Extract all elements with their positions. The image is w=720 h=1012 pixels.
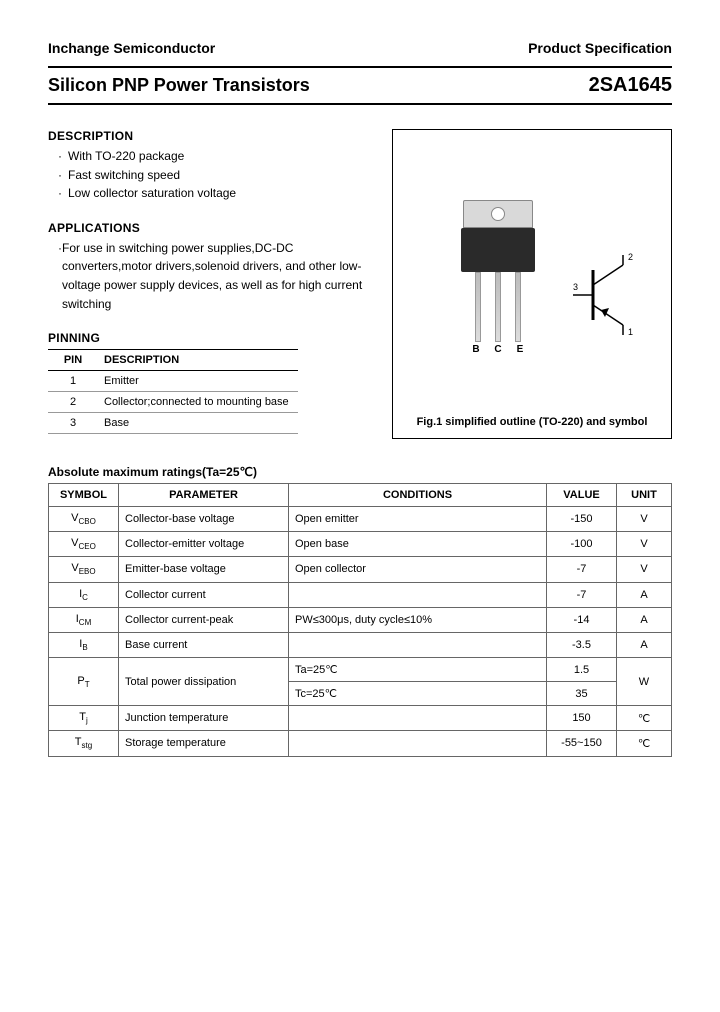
ratings-cond: PW≤300μs, duty cycle≤10% (289, 607, 547, 632)
description-list: ·With TO-220 package ·Fast switching spe… (58, 147, 376, 203)
pinning-row: 1Emitter (48, 371, 298, 392)
ratings-param: Total power dissipation (119, 658, 289, 706)
ratings-cond: Open emitter (289, 507, 547, 532)
page-header: Inchange Semiconductor Product Specifica… (48, 40, 672, 56)
ratings-col-unit: UNIT (617, 484, 672, 507)
ratings-row: ICMCollector current-peakPW≤300μs, duty … (49, 607, 672, 632)
ratings-value: -3.5 (547, 632, 617, 657)
lead-label: C (494, 344, 502, 355)
description-item: Low collector saturation voltage (68, 184, 236, 203)
ratings-cond: Open base (289, 532, 547, 557)
ratings-param: Collector current-peak (119, 607, 289, 632)
ratings-param: Collector-emitter voltage (119, 532, 289, 557)
ratings-row: IBBase current -3.5A (49, 632, 672, 657)
ratings-cond (289, 731, 547, 756)
ratings-symbol: VEBO (49, 557, 119, 582)
lead-label: B (472, 344, 480, 355)
ratings-unit: A (617, 632, 672, 657)
ratings-unit: W (617, 658, 672, 706)
ratings-unit: V (617, 507, 672, 532)
figure-box: B C E 2 3 1 Fig.1 (392, 129, 672, 439)
left-column: DESCRIPTION ·With TO-220 package ·Fast s… (48, 129, 376, 439)
ratings-param: Storage temperature (119, 731, 289, 756)
ratings-value: 1.5 (547, 658, 617, 682)
ratings-param: Base current (119, 632, 289, 657)
ratings-cond (289, 632, 547, 657)
ratings-param: Collector-base voltage (119, 507, 289, 532)
ratings-col-param: PARAMETER (119, 484, 289, 507)
ratings-row: TjJunction temperature 150℃ (49, 706, 672, 731)
ratings-unit: ℃ (617, 731, 672, 756)
pinning-table: PIN DESCRIPTION 1Emitter 2Collector;conn… (48, 349, 298, 434)
lead-label: E (516, 344, 524, 355)
transistor-symbol: 2 3 1 (573, 250, 643, 340)
ratings-value: -7 (547, 557, 617, 582)
applications-heading: APPLICATIONS (48, 221, 376, 235)
ratings-symbol: VCEO (49, 532, 119, 557)
ratings-cond (289, 706, 547, 731)
description-item: With TO-220 package (68, 147, 184, 166)
ratings-param: Emitter-base voltage (119, 557, 289, 582)
description-item: Fast switching speed (68, 166, 180, 185)
ratings-col-symbol: SYMBOL (49, 484, 119, 507)
doc-type: Product Specification (528, 40, 672, 56)
pinning-row: 3Base (48, 413, 298, 434)
ratings-row: VCBOCollector-base voltageOpen emitter-1… (49, 507, 672, 532)
ratings-row: VEBOEmitter-base voltageOpen collector-7… (49, 557, 672, 582)
ratings-param: Junction temperature (119, 706, 289, 731)
ratings-symbol: IC (49, 582, 119, 607)
ratings-symbol: Tstg (49, 731, 119, 756)
figure-caption: Fig.1 simplified outline (TO-220) and sy… (417, 416, 648, 428)
ratings-symbol: IB (49, 632, 119, 657)
ratings-unit: V (617, 557, 672, 582)
ratings-col-cond: CONDITIONS (289, 484, 547, 507)
part-number: 2SA1645 (589, 74, 672, 97)
ratings-row: PTTotal power dissipationTa=25℃1.5W (49, 658, 672, 682)
product-title: Silicon PNP Power Transistors (48, 75, 310, 96)
ratings-symbol: VCBO (49, 507, 119, 532)
ratings-value: -14 (547, 607, 617, 632)
pinning-col-pin: PIN (48, 350, 98, 371)
ratings-row: TstgStorage temperature -55~150℃ (49, 731, 672, 756)
svg-text:3: 3 (573, 282, 578, 292)
to220-package-drawing: B C E (453, 200, 543, 355)
ratings-unit: A (617, 607, 672, 632)
ratings-col-value: VALUE (547, 484, 617, 507)
ratings-unit: A (617, 582, 672, 607)
ratings-symbol: Tj (49, 706, 119, 731)
ratings-table: SYMBOL PARAMETER CONDITIONS VALUE UNIT V… (48, 483, 672, 757)
ratings-cond (289, 582, 547, 607)
pinning-row: 2Collector;connected to mounting base (48, 392, 298, 413)
ratings-value: 150 (547, 706, 617, 731)
ratings-unit: V (617, 532, 672, 557)
ratings-symbol: PT (49, 658, 119, 706)
applications-list: ·For use in switching power supplies,DC-… (58, 239, 376, 313)
ratings-unit: ℃ (617, 706, 672, 731)
svg-text:1: 1 (628, 327, 633, 337)
ratings-heading: Absolute maximum ratings(Ta=25℃) (48, 465, 672, 479)
svg-text:2: 2 (628, 252, 633, 262)
ratings-value: -150 (547, 507, 617, 532)
company-name: Inchange Semiconductor (48, 40, 215, 56)
title-bar: Silicon PNP Power Transistors 2SA1645 (48, 66, 672, 105)
ratings-param: Collector current (119, 582, 289, 607)
ratings-value: -100 (547, 532, 617, 557)
ratings-value: 35 (547, 682, 617, 706)
ratings-cond: Tc=25℃ (289, 682, 547, 706)
figure-column: B C E 2 3 1 Fig.1 (392, 129, 672, 439)
description-heading: DESCRIPTION (48, 129, 376, 143)
applications-item: For use in switching power supplies,DC-D… (62, 239, 376, 313)
ratings-value: -7 (547, 582, 617, 607)
ratings-cond: Open collector (289, 557, 547, 582)
ratings-symbol: ICM (49, 607, 119, 632)
ratings-row: ICCollector current -7A (49, 582, 672, 607)
ratings-cond: Ta=25℃ (289, 658, 547, 682)
pinning-col-desc: DESCRIPTION (98, 350, 298, 371)
pinning-heading: PINNING (48, 331, 376, 345)
ratings-row: VCEOCollector-emitter voltageOpen base-1… (49, 532, 672, 557)
ratings-value: -55~150 (547, 731, 617, 756)
